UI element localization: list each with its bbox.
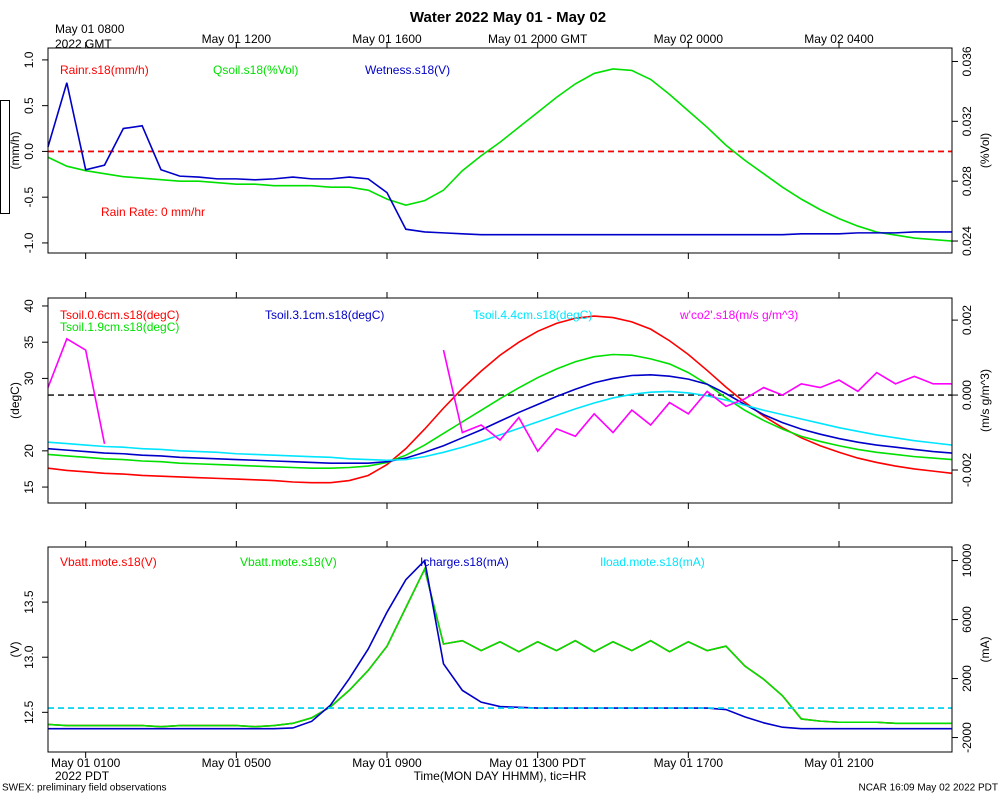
x-tick-label: May 01 0500 bbox=[202, 756, 272, 770]
y-axis-label: (V) bbox=[8, 642, 22, 658]
y-tick-label: 0.0 bbox=[22, 143, 36, 160]
y2-axis-label: (mA) bbox=[978, 637, 992, 663]
legend-entry: w'co2'.s18(m/s g/m^3) bbox=[679, 308, 798, 322]
y2-tick-label: 2000 bbox=[960, 665, 974, 692]
legend-entry: Tsoil.0.6cm.s18(degC) bbox=[60, 308, 179, 322]
series-line bbox=[47, 353, 953, 470]
x-tick-label: May 01 0900 bbox=[352, 756, 422, 770]
legend-entry: Vbatt.mote.s18(V) bbox=[240, 555, 337, 569]
legend-entry: Icharge.s18(mA) bbox=[420, 555, 509, 569]
x-tick-label: May 01 1700 bbox=[654, 756, 724, 770]
x-tick-label: May 01 1300 PDT bbox=[489, 756, 586, 770]
series-line bbox=[47, 68, 953, 242]
y-tick-label: 15 bbox=[22, 480, 36, 494]
annotation: Rain Rate: 0 mm/hr bbox=[101, 205, 205, 219]
y2-tick-label: 0.024 bbox=[960, 226, 974, 256]
y2-tick-label: 0.032 bbox=[960, 106, 974, 136]
x-tick-note: 2022 GMT bbox=[55, 37, 112, 51]
x-tick-label: May 01 1600 bbox=[352, 32, 422, 46]
legend-entry: Rainr.s18(mm/h) bbox=[60, 63, 149, 77]
y-tick-label: 0.5 bbox=[22, 97, 36, 114]
legend-entry: Tsoil.1.9cm.s18(degC) bbox=[60, 320, 179, 334]
legend-entry: Tsoil.3.1cm.s18(degC) bbox=[265, 308, 384, 322]
x-tick-label: May 01 0100 bbox=[51, 756, 121, 770]
series-line bbox=[47, 315, 953, 484]
y-tick-label: 30 bbox=[22, 371, 36, 385]
y-tick-label: 13.5 bbox=[22, 590, 36, 614]
y-tick-label: 12.5 bbox=[22, 700, 36, 724]
x-tick-label: May 01 1200 bbox=[202, 32, 272, 46]
side-box bbox=[0, 100, 10, 214]
y-tick-label: 20 bbox=[22, 444, 36, 458]
plot-frame bbox=[47, 546, 953, 753]
y-tick-label: 40 bbox=[22, 299, 36, 313]
y2-axis-label: (%Vol) bbox=[978, 133, 992, 168]
y2-tick-label: 6000 bbox=[960, 606, 974, 633]
x-tick-label: May 01 2000 GMT bbox=[488, 32, 588, 46]
page-title: Water 2022 May 01 - May 02 bbox=[410, 9, 606, 26]
x-tick-note: 2022 PDT bbox=[55, 769, 110, 783]
y2-tick-label: -0.002 bbox=[960, 453, 974, 487]
legend-entry: Wetness.s18(V) bbox=[365, 63, 450, 77]
y-axis-label: (mm/h) bbox=[8, 132, 22, 170]
x-tick-label: May 01 2100 bbox=[804, 756, 874, 770]
series-line bbox=[47, 390, 953, 462]
series-line bbox=[47, 566, 952, 728]
series-line bbox=[47, 82, 952, 236]
y-tick-label: 13.0 bbox=[22, 645, 36, 669]
x-tick-label: May 01 0800 bbox=[55, 22, 125, 36]
plot-frame bbox=[47, 297, 953, 504]
y-tick-label: -1.0 bbox=[22, 232, 36, 253]
x-tick-label: May 02 0000 bbox=[654, 32, 724, 46]
plot-frame bbox=[47, 47, 953, 254]
series-line bbox=[47, 337, 952, 453]
y2-axis-label: (m/s g/m^3) bbox=[978, 369, 992, 432]
footer-left: SWEX: preliminary field observations bbox=[2, 783, 167, 794]
footer-right: NCAR 16:09 May 02 2022 PDT bbox=[858, 783, 998, 794]
legend-entry: Qsoil.s18(%Vol) bbox=[213, 63, 298, 77]
legend-entry: Vbatt.mote.s18(V) bbox=[60, 555, 157, 569]
y2-tick-label: 0.028 bbox=[960, 166, 974, 196]
series-line bbox=[47, 373, 953, 464]
y-axis-label: (degC) bbox=[8, 382, 22, 419]
x-tick-label: May 02 0400 bbox=[804, 32, 874, 46]
legend-entry: Iload.mote.s18(mA) bbox=[600, 555, 705, 569]
y2-tick-label: 0.000 bbox=[960, 380, 974, 410]
y2-tick-label: -2000 bbox=[960, 722, 974, 753]
y-tick-label: 35 bbox=[22, 335, 36, 349]
y2-tick-label: 0.002 bbox=[960, 305, 974, 335]
y2-tick-label: 0.036 bbox=[960, 46, 974, 76]
y2-tick-label: 10000 bbox=[960, 544, 974, 578]
x-axis-label: Time(MON DAY HHMM), tic=HR bbox=[414, 769, 587, 783]
series-line bbox=[48, 558, 952, 730]
y-tick-label: -0.5 bbox=[22, 187, 36, 208]
legend-entry: Tsoil.4.4cm.s18(degC) bbox=[473, 308, 592, 322]
y-tick-label: 1.0 bbox=[22, 51, 36, 68]
